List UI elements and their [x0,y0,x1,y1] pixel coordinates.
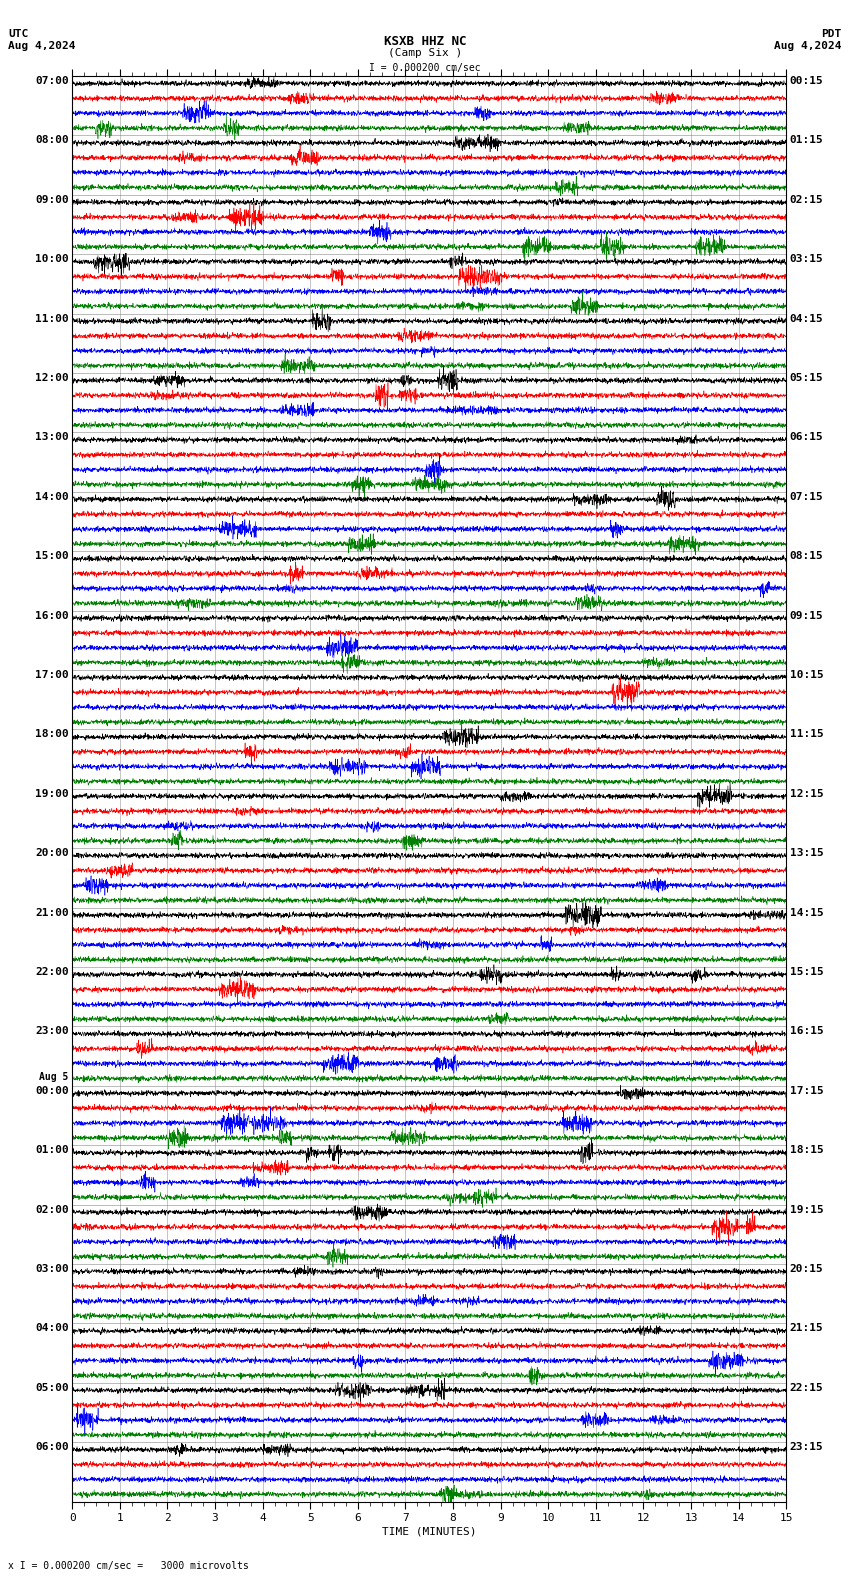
Text: 10:00: 10:00 [35,253,69,265]
Text: 19:00: 19:00 [35,789,69,798]
Text: 12:15: 12:15 [790,789,824,798]
Text: 03:15: 03:15 [790,253,824,265]
Text: 02:00: 02:00 [35,1204,69,1215]
Text: 13:00: 13:00 [35,432,69,442]
Text: 21:15: 21:15 [790,1323,824,1334]
Text: Aug 4,2024: Aug 4,2024 [774,41,842,51]
Text: 05:15: 05:15 [790,372,824,383]
Text: UTC: UTC [8,29,29,38]
Text: I = 0.000200 cm/sec: I = 0.000200 cm/sec [369,63,481,73]
Text: 06:00: 06:00 [35,1441,69,1453]
Text: 17:00: 17:00 [35,670,69,680]
Text: Aug 4,2024: Aug 4,2024 [8,41,76,51]
Text: 14:00: 14:00 [35,491,69,502]
Text: KSXB HHZ NC: KSXB HHZ NC [383,35,467,48]
X-axis label: TIME (MINUTES): TIME (MINUTES) [382,1527,477,1536]
Text: 01:15: 01:15 [790,135,824,146]
Text: 04:00: 04:00 [35,1323,69,1334]
Text: 09:00: 09:00 [35,195,69,204]
Text: 22:15: 22:15 [790,1383,824,1392]
Text: 11:15: 11:15 [790,729,824,740]
Text: 23:15: 23:15 [790,1441,824,1453]
Text: 15:00: 15:00 [35,551,69,561]
Text: 07:00: 07:00 [35,76,69,86]
Text: 09:15: 09:15 [790,610,824,621]
Text: 08:00: 08:00 [35,135,69,146]
Text: x I = 0.000200 cm/sec =   3000 microvolts: x I = 0.000200 cm/sec = 3000 microvolts [8,1562,249,1571]
Text: PDT: PDT [821,29,842,38]
Text: 23:00: 23:00 [35,1026,69,1036]
Text: 20:15: 20:15 [790,1264,824,1274]
Text: 07:15: 07:15 [790,491,824,502]
Text: 08:15: 08:15 [790,551,824,561]
Text: 15:15: 15:15 [790,966,824,977]
Text: 17:15: 17:15 [790,1087,824,1096]
Text: 13:15: 13:15 [790,847,824,859]
Text: 04:15: 04:15 [790,314,824,323]
Text: Aug 5: Aug 5 [39,1071,69,1082]
Text: 16:00: 16:00 [35,610,69,621]
Text: (Camp Six ): (Camp Six ) [388,48,462,57]
Text: 18:00: 18:00 [35,729,69,740]
Text: 22:00: 22:00 [35,966,69,977]
Text: 00:15: 00:15 [790,76,824,86]
Text: 11:00: 11:00 [35,314,69,323]
Text: 01:00: 01:00 [35,1145,69,1155]
Text: 03:00: 03:00 [35,1264,69,1274]
Text: 18:15: 18:15 [790,1145,824,1155]
Text: 00:00: 00:00 [35,1087,69,1096]
Text: 12:00: 12:00 [35,372,69,383]
Text: 05:00: 05:00 [35,1383,69,1392]
Text: 10:15: 10:15 [790,670,824,680]
Text: 14:15: 14:15 [790,908,824,917]
Text: 16:15: 16:15 [790,1026,824,1036]
Text: 19:15: 19:15 [790,1204,824,1215]
Text: 02:15: 02:15 [790,195,824,204]
Text: 06:15: 06:15 [790,432,824,442]
Text: 20:00: 20:00 [35,847,69,859]
Text: 21:00: 21:00 [35,908,69,917]
